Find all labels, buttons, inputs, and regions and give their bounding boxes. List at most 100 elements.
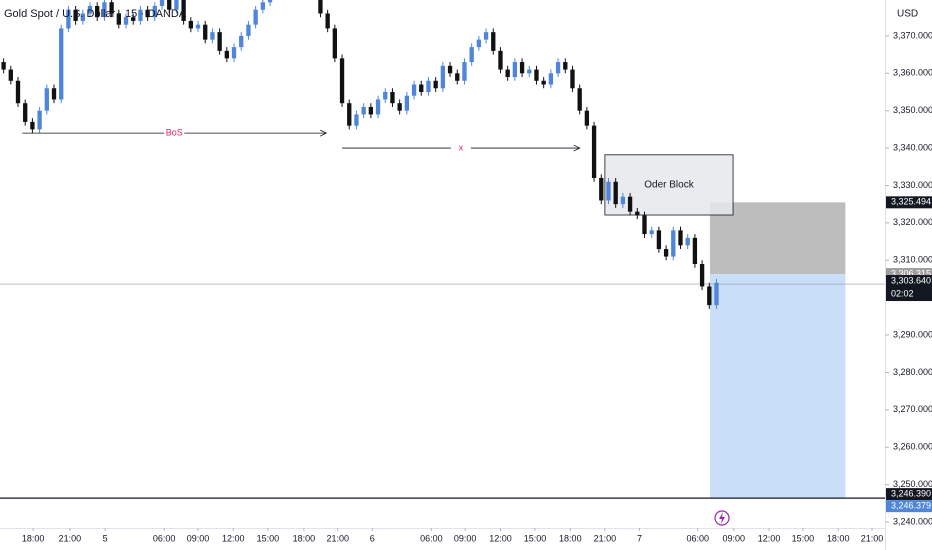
candle-body xyxy=(469,47,474,63)
candle-body xyxy=(678,230,683,246)
candle-body xyxy=(491,32,496,51)
arrow-head xyxy=(573,144,581,152)
candle-body xyxy=(447,65,453,74)
y-tick-label: 3,320.000 xyxy=(893,217,932,227)
candle-body xyxy=(534,69,539,81)
candle-body xyxy=(239,35,244,48)
x-tick-label: 21:00 xyxy=(861,533,884,543)
candle-body xyxy=(30,121,35,130)
candle-body xyxy=(66,9,71,29)
x-tick-label: 09:00 xyxy=(454,533,477,543)
price-label-bg xyxy=(886,488,932,501)
candle-body xyxy=(570,69,575,89)
arrow-label-bg xyxy=(450,142,471,155)
candle-body xyxy=(699,264,705,287)
x-tick-label: 6 xyxy=(370,533,375,543)
y-tick-label: 3,340.000 xyxy=(893,142,932,152)
x-tick-label: 18:00 xyxy=(22,533,45,543)
candle-body xyxy=(87,5,93,14)
x-tick-label: 12:00 xyxy=(489,533,512,543)
candle-body xyxy=(253,9,258,25)
candle-body xyxy=(44,88,49,111)
candle-body xyxy=(174,0,179,10)
candle-body xyxy=(116,13,121,25)
candle-body xyxy=(188,20,193,29)
x-tick-label: 21:00 xyxy=(326,533,349,543)
x-tick-label: 06:00 xyxy=(153,533,176,543)
candle-body xyxy=(152,5,157,18)
candle-body xyxy=(411,84,417,96)
candle-body xyxy=(375,99,381,115)
axes: 3,370.000 3,360.000 3,350.000 3,340.000 3,33… xyxy=(22,30,932,543)
price-label-bg xyxy=(886,500,932,513)
candle-body xyxy=(80,13,85,21)
y-tick-label: 3,290.000 xyxy=(893,329,932,339)
x-tick-label: 5 xyxy=(103,533,108,543)
candle-body xyxy=(663,249,669,257)
x-tick-label: 12:00 xyxy=(222,533,245,543)
price-label-bg xyxy=(886,275,932,302)
candle-body xyxy=(224,50,229,59)
candle-body xyxy=(606,181,611,201)
candle-body xyxy=(195,24,201,29)
candle-body xyxy=(8,69,13,81)
y-tick-label: 3,240.000 xyxy=(893,516,932,526)
candle-body xyxy=(584,110,590,126)
candle-body xyxy=(123,17,129,25)
candle-body xyxy=(591,125,597,178)
x-tick-label: 15:00 xyxy=(524,533,547,543)
candle-body xyxy=(440,65,446,89)
candle-body xyxy=(541,80,546,85)
candle-body xyxy=(1,62,6,70)
candle-body xyxy=(145,9,150,18)
y-tick-label: 3,350.000 xyxy=(893,105,932,115)
x-tick-label: 15:00 xyxy=(792,533,815,543)
arrow-label: x xyxy=(459,142,464,152)
candle-body xyxy=(383,91,388,100)
y-tick-label: 3,260.000 xyxy=(893,442,932,452)
candle-body xyxy=(649,230,654,235)
candle-body xyxy=(714,282,719,306)
price-label: 3,246.379 xyxy=(891,501,931,511)
event-icon[interactable] xyxy=(714,510,730,526)
y-tick-label: 3,270.000 xyxy=(893,404,932,414)
chart-title: Gold Spot / U.S. Dollar · 15 · OANDA xyxy=(4,8,187,20)
candle-body xyxy=(260,2,265,10)
candle-body xyxy=(23,103,28,122)
candle-body xyxy=(419,84,424,92)
arrow-label: BoS xyxy=(166,127,183,137)
candle-body xyxy=(51,88,57,100)
candle-body xyxy=(203,24,208,40)
x-tick-label: 21:00 xyxy=(59,533,82,543)
candle-body xyxy=(217,32,222,51)
candle-body xyxy=(397,103,402,111)
x-tick-label: 21:00 xyxy=(594,533,617,543)
candle-body xyxy=(627,196,633,212)
candle-body xyxy=(325,13,330,29)
candle-body xyxy=(577,88,582,111)
order-block xyxy=(604,154,734,216)
candle-body xyxy=(167,0,172,10)
candle-body xyxy=(159,0,165,6)
candle-body xyxy=(620,196,626,205)
x-tick-label: 15:00 xyxy=(257,533,280,543)
candle-body xyxy=(548,73,554,85)
candle-body xyxy=(361,106,366,115)
candle-body xyxy=(613,181,618,205)
y-tick-label: 3,250.000 xyxy=(893,479,932,489)
candle-body xyxy=(707,286,712,306)
candle-body xyxy=(519,62,525,74)
candle-body xyxy=(368,106,374,115)
candle-body xyxy=(246,24,251,36)
candle-body xyxy=(635,211,640,216)
y-tick-label: 3,370.000 xyxy=(893,30,932,40)
candle-body xyxy=(59,28,64,100)
candle-body xyxy=(483,32,489,40)
candle-body xyxy=(332,28,338,59)
candle-body xyxy=(181,0,186,21)
candle-body xyxy=(671,230,676,257)
x-tick-label: 12:00 xyxy=(758,533,781,543)
price-label-bg xyxy=(886,196,932,209)
candle-body xyxy=(37,110,42,130)
candle-body xyxy=(138,9,143,21)
